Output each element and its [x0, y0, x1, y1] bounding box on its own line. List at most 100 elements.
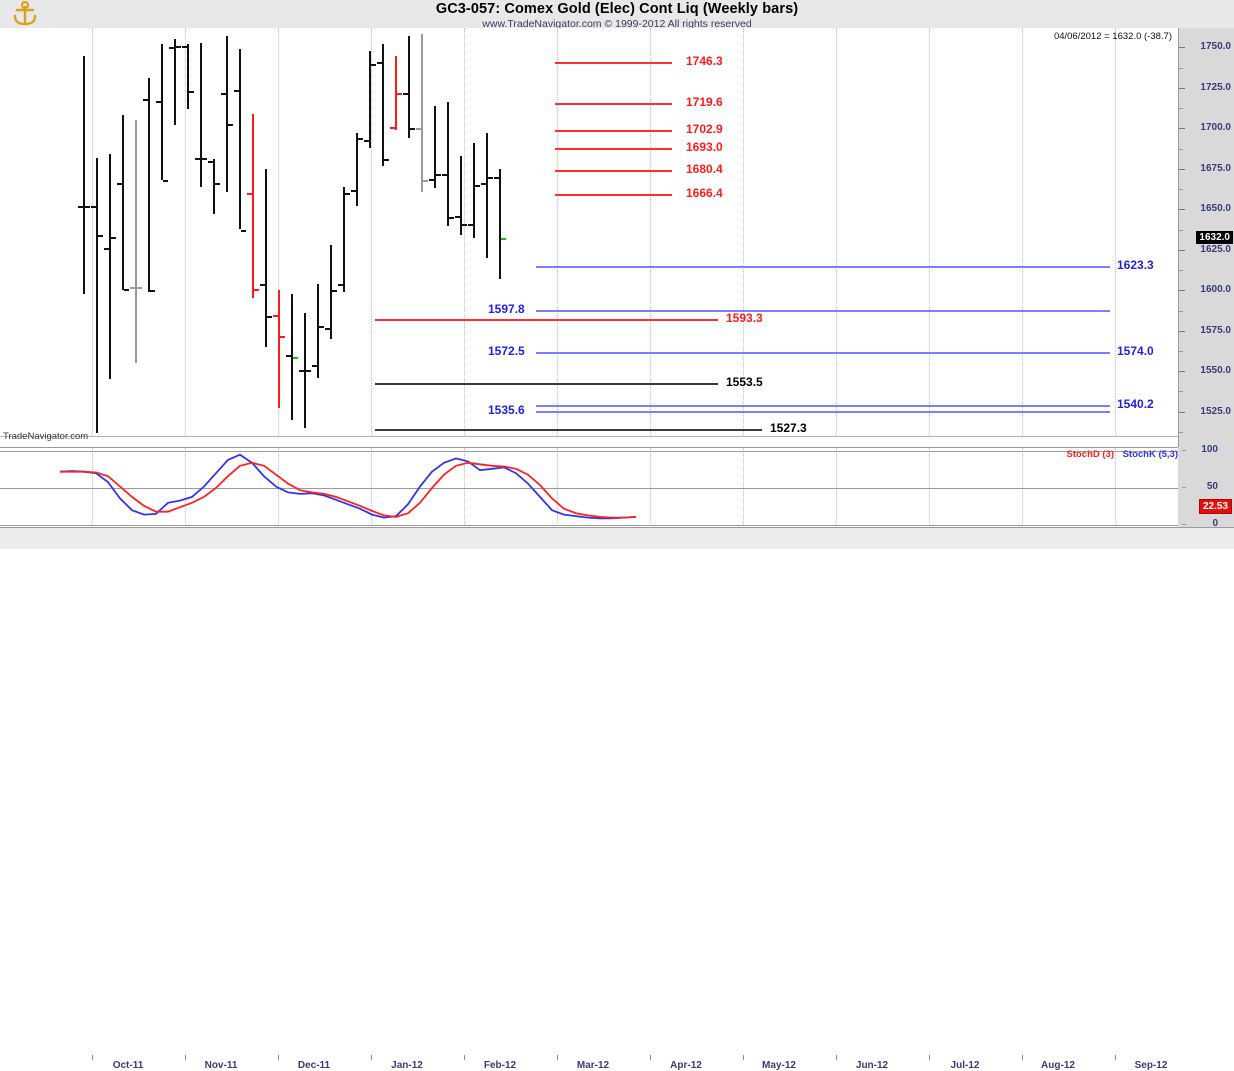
date-axis-tick [1115, 1055, 1116, 1060]
ohlc-open-tick [325, 327, 330, 330]
ohlc-bar[interactable] [96, 157, 98, 433]
study-line[interactable] [536, 411, 1110, 413]
ohlc-bar[interactable] [187, 44, 189, 109]
study-line-label[interactable]: 1693.0 [686, 140, 723, 154]
ohlc-bar[interactable] [213, 159, 215, 215]
study-line[interactable] [555, 103, 672, 105]
ohlc-open-tick [364, 139, 369, 142]
ohlc-bar[interactable] [447, 102, 449, 226]
study-line[interactable] [536, 310, 1110, 312]
ohlc-bar[interactable] [317, 283, 319, 378]
ohlc-bar[interactable] [434, 105, 436, 189]
ohlc-open-tick [351, 189, 356, 192]
ohlc-close-tick [358, 138, 363, 141]
ohlc-bar[interactable] [421, 34, 423, 192]
ohlc-open-tick [234, 89, 239, 92]
ohlc-bar[interactable] [395, 55, 397, 130]
pane-separator [0, 436, 1178, 448]
study-line[interactable] [555, 148, 672, 150]
ohlc-bar[interactable] [83, 55, 85, 294]
price-chart-pane[interactable]: 1746.3 1719.6 1702.9 1693.0 1680.4 1666.4 1623… [0, 28, 1178, 437]
chart-header: GC3-057: Comex Gold (Elec) Cont Liq (Wee… [0, 0, 1234, 30]
study-line[interactable] [555, 130, 672, 132]
ohlc-bar[interactable] [109, 154, 111, 380]
ohlc-bar[interactable] [252, 113, 254, 299]
date-axis-label: Jan-12 [391, 1060, 423, 1071]
ohlc-bar[interactable] [161, 44, 163, 181]
price-axis-label: 1750.0 [1200, 41, 1231, 53]
legend-stoch-d[interactable]: StochD (3) [1066, 449, 1115, 460]
ohlc-bar[interactable] [382, 44, 384, 166]
ohlc-bar[interactable] [408, 36, 410, 139]
study-line[interactable] [375, 319, 718, 321]
ohlc-open-tick [130, 287, 135, 290]
ohlc-open-tick [91, 206, 96, 209]
ohlc-bar[interactable] [486, 133, 488, 258]
ohlc-bar[interactable] [200, 42, 202, 187]
study-line-label[interactable]: 1666.4 [686, 186, 723, 200]
ohlc-bar[interactable] [148, 78, 150, 292]
chart-subtitle: www.TradeNavigator.com © 1999-2012 All r… [482, 18, 752, 30]
date-axis-label: Apr-12 [670, 1060, 702, 1071]
stochastic-indicator-pane[interactable] [0, 447, 1178, 529]
ohlc-close-tick [241, 230, 246, 233]
study-line[interactable] [536, 405, 1110, 407]
study-line-label[interactable]: 1540.2 [1117, 397, 1154, 411]
study-line-label[interactable]: 1574.0 [1117, 344, 1154, 358]
study-line-label[interactable]: 1553.5 [726, 375, 763, 389]
study-line-label[interactable]: 1597.8 [488, 302, 525, 316]
study-line[interactable] [536, 266, 1110, 268]
axis-tick [1179, 371, 1185, 373]
study-line-label[interactable]: 1572.5 [488, 344, 525, 358]
study-line-label[interactable]: 1535.6 [488, 403, 525, 417]
date-axis-label: Sep-12 [1134, 1060, 1168, 1071]
study-line[interactable] [375, 429, 762, 431]
ohlc-bar[interactable] [369, 50, 371, 148]
price-axis[interactable]: 1750.0 1725.0 1700.0 1675.0 1650.0 1625.0 1600… [1178, 28, 1234, 527]
axis-minor-tick [1179, 67, 1183, 69]
ohlc-bar[interactable] [226, 36, 228, 192]
ohlc-open-tick [143, 99, 148, 102]
legend-stoch-k[interactable]: StochK (5,3) [1122, 449, 1178, 460]
study-line-label[interactable]: 1719.6 [686, 95, 723, 109]
date-axis-tick [743, 1055, 744, 1060]
study-line[interactable] [555, 170, 672, 172]
ohlc-bar[interactable] [278, 290, 280, 409]
ohlc-bar[interactable] [265, 168, 267, 347]
ohlc-bar[interactable] [291, 293, 293, 420]
indicator-axis[interactable]: 100 50 0 22.53 [1178, 444, 1234, 529]
study-line-label[interactable]: 1746.3 [686, 54, 723, 68]
ohlc-bar[interactable] [239, 49, 241, 229]
study-line-label[interactable]: 1680.4 [686, 162, 723, 176]
ohlc-bar[interactable] [343, 186, 345, 292]
price-axis-label: 1700.0 [1200, 122, 1231, 134]
ohlc-bar[interactable] [460, 155, 462, 236]
indicator-series [60, 461, 637, 519]
ohlc-bar[interactable] [330, 244, 332, 339]
ohlc-bar[interactable] [473, 142, 475, 239]
vertical-gridline [92, 28, 93, 436]
indicator-series [59, 453, 637, 520]
ohlc-bar[interactable] [122, 115, 124, 291]
study-line-label[interactable]: 1527.3 [770, 421, 807, 435]
ohlc-open-tick [481, 183, 486, 186]
ohlc-bar[interactable] [174, 39, 176, 126]
axis-minor-tick [1179, 270, 1183, 272]
ohlc-open-tick [416, 128, 421, 131]
ohlc-bar[interactable] [499, 168, 501, 279]
study-line-label[interactable]: 1623.3 [1117, 258, 1154, 272]
ohlc-close-tick [267, 316, 272, 319]
study-line[interactable] [555, 62, 672, 64]
study-line[interactable] [375, 383, 718, 385]
ohlc-close-tick [319, 325, 324, 328]
ohlc-bar[interactable] [304, 312, 306, 428]
date-axis-label: May-12 [762, 1060, 796, 1071]
study-line-label[interactable]: 1593.3 [726, 311, 763, 325]
study-line-label[interactable]: 1702.9 [686, 122, 723, 136]
ohlc-bar[interactable] [135, 120, 137, 364]
date-axis[interactable]: Oct-11 Nov-11 Dec-11 Jan-12 Feb-12 Mar-12 Apr-… [0, 527, 1234, 1071]
study-line[interactable] [536, 352, 1110, 354]
study-line[interactable] [555, 194, 672, 196]
ohlc-bar[interactable] [356, 133, 358, 207]
price-axis-label: 1575.0 [1200, 324, 1231, 336]
